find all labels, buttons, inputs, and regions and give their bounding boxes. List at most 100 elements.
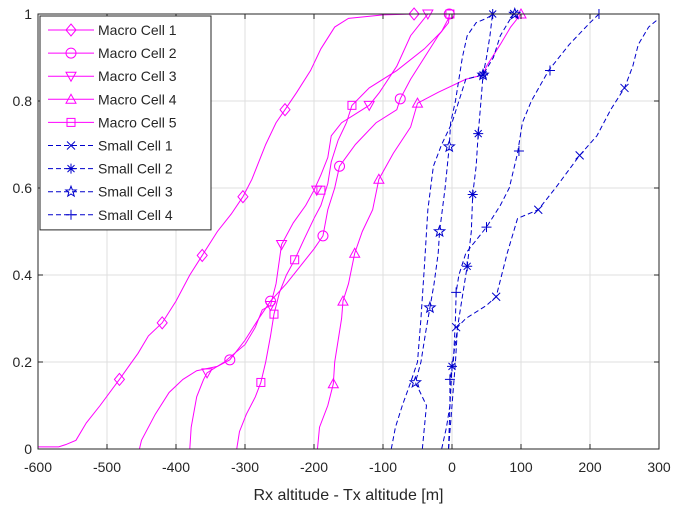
legend-entry: Small Cell 1: [48, 138, 173, 154]
series-marker: [462, 261, 473, 272]
legend-entry: Macro Cell 3: [48, 68, 177, 84]
tick-labels: -600 -500 -400 -300 -200 -100 0 100 200 300 0 0.2 0.…: [13, 6, 671, 475]
legend-label: Small Cell 2: [98, 161, 173, 177]
legend-label: Macro Cell 3: [98, 68, 177, 84]
series-line: [38, 14, 415, 448]
legend: Macro Cell 1 Macro Cell 2 Macro Cell 3 Macr…: [39, 15, 212, 231]
series-marker: [451, 287, 462, 298]
legend-marker: [66, 141, 76, 150]
series-marker: [394, 93, 406, 105]
x-tick-label: -500: [93, 459, 121, 475]
series-marker: [533, 205, 543, 215]
series-marker: [237, 189, 249, 204]
series-marker: [363, 100, 376, 112]
legend-entry: Macro Cell 4: [48, 91, 177, 107]
legend-marker: [65, 23, 77, 37]
x-tick-label: 300: [647, 459, 671, 475]
series-marker: [408, 375, 423, 389]
series-3: [316, 7, 527, 449]
series-marker: [444, 374, 455, 385]
legend-marker: [64, 184, 78, 198]
series-line: [414, 14, 494, 449]
series-marker: [316, 185, 326, 195]
legend-marker: [65, 47, 77, 59]
series-0: [38, 7, 420, 448]
legend-entry: Small Cell 2: [48, 161, 173, 177]
y-tick-label: 0: [24, 441, 32, 457]
x-tick-label: 100: [509, 459, 533, 475]
series-marker: [279, 102, 291, 117]
legend-marker: [66, 117, 76, 127]
series-line: [316, 14, 522, 449]
series-marker: [327, 377, 340, 389]
legend-entry: Small Cell 4: [48, 207, 173, 223]
legend-label: Macro Cell 2: [98, 45, 177, 61]
series-marker: [478, 69, 489, 80]
series-marker: [544, 65, 555, 76]
series-marker: [513, 146, 524, 157]
series-marker: [408, 7, 420, 21]
x-tick-label: -100: [369, 459, 397, 475]
series-marker: [224, 354, 236, 366]
x-tick-label: -300: [231, 459, 259, 475]
series-marker: [264, 300, 277, 312]
legend-label: Macro Cell 4: [98, 91, 177, 107]
legend-marker: [65, 71, 77, 83]
legend-label: Macro Cell 5: [98, 114, 177, 130]
legend-label: Small Cell 4: [98, 207, 173, 223]
series-1: [138, 8, 455, 449]
y-tick-label: 0.6: [13, 180, 33, 196]
series-marker: [290, 255, 300, 265]
series-marker: [491, 292, 501, 302]
series-marker: [334, 160, 346, 172]
legend-entry: Small Cell 3: [48, 184, 173, 200]
series-line: [189, 14, 429, 449]
legend-entry: Macro Cell 5: [48, 114, 177, 130]
series-5: [390, 9, 629, 449]
series-marker: [201, 368, 213, 379]
y-tick-label: 0.4: [13, 267, 33, 283]
series-marker: [467, 189, 478, 200]
legend-label: Macro Cell 1: [98, 22, 177, 38]
series-line-extra-0: [448, 17, 659, 449]
series-8: [444, 9, 604, 449]
x-tick-label: -200: [300, 459, 328, 475]
series-line: [138, 14, 450, 449]
series-marker: [347, 100, 357, 110]
series-line: [390, 14, 515, 449]
y-tick-label: 0.2: [13, 354, 33, 370]
series-marker: [348, 247, 361, 258]
series-marker: [423, 300, 437, 314]
series-marker: [447, 361, 457, 372]
series-marker: [317, 230, 329, 242]
legend-marker: [65, 93, 77, 104]
legend-label: Small Cell 1: [98, 138, 173, 154]
x-axis-label: Rx altitude - Tx altitude [m]: [254, 487, 444, 504]
legend-entry: Macro Cell 2: [48, 45, 177, 61]
series-marker: [432, 224, 447, 238]
x-tick-label: 200: [578, 459, 602, 475]
series-6: [441, 9, 498, 449]
series-marker: [113, 372, 126, 387]
plot-frame: [37, 13, 660, 450]
series-marker: [620, 83, 629, 93]
series-marker: [275, 240, 288, 251]
x-tick-label: 0: [448, 459, 456, 475]
series-marker: [256, 377, 266, 387]
legend-marker: [66, 163, 76, 174]
y-tick-label: 1: [24, 6, 32, 22]
legend-label: Small Cell 3: [98, 184, 173, 200]
series-marker: [476, 67, 490, 81]
y-tick-label: 0.8: [13, 93, 33, 109]
series-line: [236, 14, 451, 449]
series-marker: [373, 173, 385, 184]
series-marker: [442, 139, 456, 153]
x-tick-label: -400: [162, 459, 190, 475]
series-marker: [269, 309, 279, 319]
series-marker: [196, 248, 208, 263]
series-marker: [156, 316, 168, 330]
series-marker: [451, 322, 461, 332]
series-marker: [473, 128, 484, 139]
